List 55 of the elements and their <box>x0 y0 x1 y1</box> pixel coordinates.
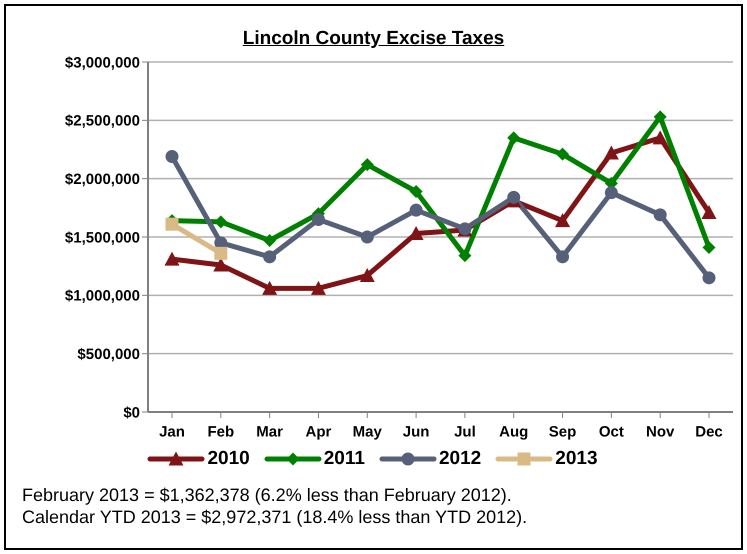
y-tick-label: $0 <box>123 404 140 422</box>
point <box>702 205 716 219</box>
y-tick-label: $2,000,000 <box>64 170 140 188</box>
point <box>263 234 276 247</box>
legend-label: 2013 <box>555 448 598 470</box>
x-tick-label: Feb <box>207 424 234 441</box>
point <box>555 213 570 228</box>
x-tick-label: May <box>352 424 383 441</box>
point <box>654 208 667 222</box>
legend-label: 2012 <box>438 448 482 470</box>
point <box>312 213 325 226</box>
y-tick-label: $500,000 <box>77 346 140 363</box>
point <box>166 150 178 163</box>
x-tick-label: Mar <box>256 424 284 441</box>
legend-label: 2010 <box>207 448 250 470</box>
point <box>507 190 520 204</box>
y-tick-label: $2,500,000 <box>64 112 140 130</box>
y-tick-label: $3,000,000 <box>64 54 140 72</box>
x-tick-label: Oct <box>598 424 624 441</box>
point <box>360 230 374 244</box>
text: Calendar YTD 2013 = $2,972,371 (18.4% less than YTD 2012). <box>22 506 528 528</box>
point <box>652 130 668 144</box>
point <box>604 146 619 160</box>
point <box>556 250 570 264</box>
point <box>654 110 667 124</box>
point <box>702 241 716 254</box>
point <box>262 280 278 295</box>
y-tick-label: $1,500,000 <box>64 229 140 246</box>
point <box>360 268 375 282</box>
point <box>556 148 570 161</box>
point <box>164 252 180 266</box>
text: February 2013 = $1,362,378 (6.2% less than February 2012). <box>22 484 513 506</box>
point <box>458 249 472 262</box>
point <box>410 204 423 217</box>
point <box>263 250 276 264</box>
point <box>410 185 423 198</box>
point <box>360 158 374 172</box>
point <box>166 218 178 231</box>
point <box>507 131 520 144</box>
point <box>214 246 228 260</box>
x-tick-label: Apr <box>306 424 332 441</box>
x-tick-label: Jul <box>454 424 476 441</box>
x-tick-label: Aug <box>499 424 528 441</box>
point <box>702 271 716 284</box>
point <box>310 280 326 295</box>
x-tick-label: Jun <box>402 424 430 441</box>
chart-title: Lincoln County Excise Taxes <box>242 28 506 50</box>
point <box>604 186 618 200</box>
y-tick-label: $1,000,000 <box>64 288 140 305</box>
x-tick-label: Nov <box>646 424 676 441</box>
x-tick-label: Dec <box>695 424 723 441</box>
x-tick-label: Jan <box>159 424 185 441</box>
legend-label: 2011 <box>324 448 365 470</box>
point <box>213 258 228 272</box>
x-tick-label: Sep <box>548 424 576 441</box>
